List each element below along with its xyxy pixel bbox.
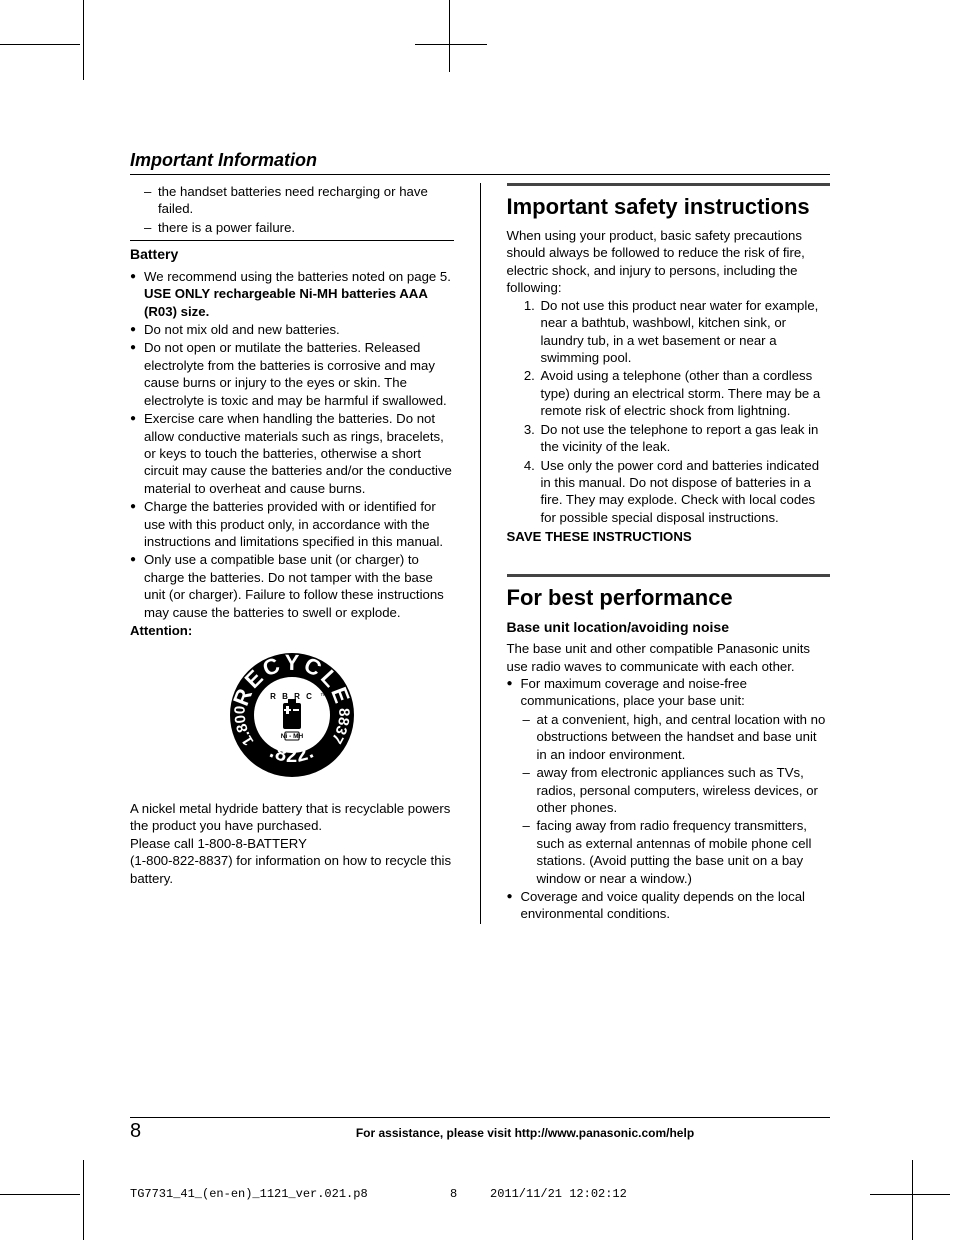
recycle-para-3: (1-800-822-8837) for information on how … xyxy=(130,852,454,887)
imprint-timestamp: 2011/11/21 12:02:12 xyxy=(490,1187,627,1201)
placement-sublist: at a convenient, high, and central locat… xyxy=(521,711,831,887)
recycle-para-1: A nickel metal hydride battery that is r… xyxy=(130,800,454,835)
safety-list: Do not use this product near water for e… xyxy=(507,297,831,526)
divider xyxy=(130,240,454,241)
list-item: away from electronic appliances such as … xyxy=(537,764,831,816)
thick-rule xyxy=(507,183,831,186)
list-item: facing away from radio frequency transmi… xyxy=(537,817,831,887)
base-location-heading: Base unit location/avoiding noise xyxy=(507,618,831,636)
column-divider xyxy=(480,183,481,924)
base-intro: The base unit and other compatible Panas… xyxy=(507,640,831,675)
page-footer: 8 For assistance, please visit http://ww… xyxy=(130,1117,830,1143)
attention-label: Attention: xyxy=(130,622,454,639)
list-item: Exercise care when handling the batterie… xyxy=(144,410,454,497)
two-column-layout: the handset batteries need recharging or… xyxy=(130,183,830,924)
crop-mark xyxy=(0,44,80,45)
list-item: We recommend using the batteries noted o… xyxy=(144,268,454,320)
page-body: Important Information the handset batter… xyxy=(130,150,830,924)
safety-intro: When using your product, basic safety pr… xyxy=(507,227,831,297)
page-number: 8 xyxy=(130,1120,220,1143)
safety-heading: Important safety instructions xyxy=(507,192,831,221)
list-item: there is a power failure. xyxy=(158,219,454,236)
text: We recommend using the batteries noted o… xyxy=(144,269,451,284)
crop-mark xyxy=(83,1160,84,1240)
print-imprint: TG7731_41_(en-en)_1121_ver.021.p8 8 2011… xyxy=(130,1187,830,1201)
imprint-page: 8 xyxy=(450,1187,490,1201)
left-column: the handset batteries need recharging or… xyxy=(130,183,454,924)
list-item: Avoid using a telephone (other than a co… xyxy=(539,367,831,419)
list-item: Charge the batteries provided with or id… xyxy=(144,498,454,550)
list-item: Only use a compatible base unit (or char… xyxy=(144,551,454,621)
imprint-file: TG7731_41_(en-en)_1121_ver.021.p8 xyxy=(130,1187,450,1201)
list-item: Do not use the telephone to report a gas… xyxy=(539,421,831,456)
thick-rule xyxy=(507,574,831,577)
footer-assist-text: For assistance, please visit http://www.… xyxy=(220,1126,830,1140)
crop-mark xyxy=(870,1194,950,1195)
crop-mark xyxy=(83,0,84,80)
list-item: Use only the power cord and batteries in… xyxy=(539,457,831,527)
section-title: Important Information xyxy=(130,150,830,175)
crop-mark xyxy=(912,1160,913,1240)
list-item: Do not mix old and new batteries. xyxy=(144,321,454,338)
continued-dash-list: the handset batteries need recharging or… xyxy=(130,183,454,236)
performance-bullets: For maximum coverage and noise-free comm… xyxy=(507,675,831,923)
crop-mark xyxy=(415,44,487,45)
crop-mark xyxy=(0,1194,80,1195)
battery-heading: Battery xyxy=(130,245,454,263)
text: For maximum coverage and noise-free comm… xyxy=(521,676,747,708)
list-item: at a convenient, high, and central locat… xyxy=(537,711,831,763)
battery-bullet-list: We recommend using the batteries noted o… xyxy=(130,268,454,621)
recycle-logo: RECYCLE .822. 1.800 8837 R B R C xyxy=(130,650,454,784)
list-item: Do not use this product near water for e… xyxy=(539,297,831,367)
recycle-para-2: Please call 1-800-8-BATTERY xyxy=(130,835,454,852)
save-instructions: SAVE THESE INSTRUCTIONS xyxy=(507,528,831,545)
list-item: the handset batteries need recharging or… xyxy=(158,183,454,218)
svg-text:.822.: .822. xyxy=(266,740,318,767)
performance-heading: For best performance xyxy=(507,583,831,612)
svg-text:™: ™ xyxy=(320,693,327,700)
bold-text: USE ONLY rechargeable Ni-MH batteries AA… xyxy=(144,286,427,318)
list-item: Do not open or mutilate the batteries. R… xyxy=(144,339,454,409)
list-item: For maximum coverage and noise-free comm… xyxy=(521,675,831,887)
crop-mark xyxy=(449,0,450,72)
list-item: Coverage and voice quality depends on th… xyxy=(521,888,831,923)
logo-mid-text: Ni - MH xyxy=(281,733,304,740)
right-column: Important safety instructions When using… xyxy=(507,183,831,924)
